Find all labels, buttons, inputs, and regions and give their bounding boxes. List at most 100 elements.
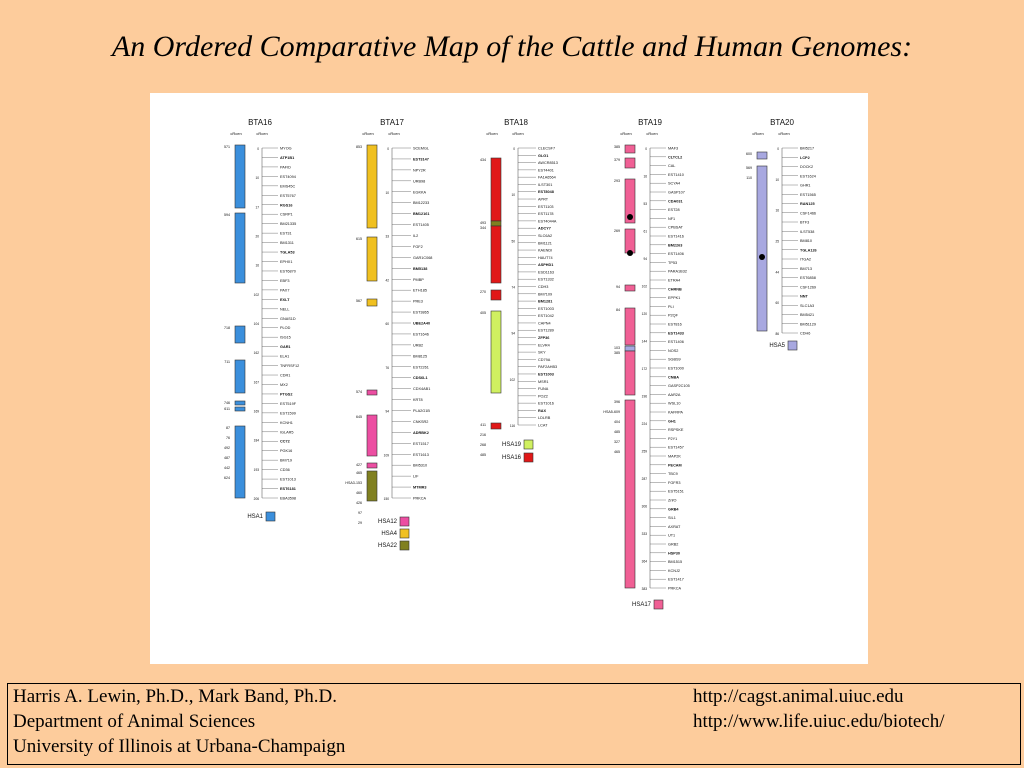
- marker-label-bta20-6: RAN125: [800, 202, 815, 206]
- marker-label-bta18-23: EST1042: [538, 314, 554, 318]
- marker-label-bta18-29: CD79A: [538, 358, 551, 362]
- marker-label-bta18-18: EST1332: [538, 278, 554, 282]
- marker-label-bta16-36: EST6181: [280, 487, 296, 491]
- right-number-bta18-2: 50: [511, 239, 515, 243]
- marker-label-bta16-4: EMS45C: [280, 184, 295, 188]
- left-number-bta16-6: 87: [226, 426, 230, 430]
- comparative-map-svg: BTA16 cRcen cRcen 571 594 718 711 746 611 87 76 492…: [224, 118, 817, 610]
- slide-title: An Ordered Comparative Map of the Cattle…: [111, 30, 913, 63]
- column-header-cmap-bta20: cRcen: [778, 131, 789, 136]
- marker-label-bta19-1: CLTCL2: [668, 155, 682, 159]
- marker-label-bta16-0: MYOG: [280, 147, 292, 151]
- right-number-bta20-4: 44: [775, 270, 779, 274]
- marker-label-bta18-22: EST1003: [538, 307, 554, 311]
- marker-label-bta19-34: EST1457: [668, 446, 684, 450]
- left-number-bta19-2: 293: [614, 179, 620, 183]
- marker-label-bta17-18: URB2: [413, 343, 423, 347]
- chromosome-title-bta18: BTA18: [504, 118, 528, 127]
- column-header-cmap-bta19: cRcen: [646, 131, 657, 136]
- chromosome-title-bta19: BTA19: [638, 118, 662, 127]
- marker-label-bta18-5: ILST301: [538, 183, 552, 187]
- left-number-bta19-10: 404: [614, 420, 620, 424]
- segment-bta18-2: [490, 225, 502, 284]
- marker-label-bta19-12: EST1406: [668, 252, 684, 256]
- marker-label-bta17-8: IL2: [413, 234, 418, 238]
- left-number-bta18-4: 405: [480, 311, 486, 315]
- marker-label-bta16-15: PAX7: [280, 288, 289, 292]
- centromere-bta19-1: [627, 250, 633, 256]
- right-number-bta17-1: 10: [385, 191, 389, 195]
- right-number-bta19-1: 16: [643, 175, 647, 179]
- left-number-bta17-5: 427: [356, 463, 362, 467]
- right-number-bta17-0: 0: [387, 147, 389, 151]
- legend-label-hsa16: HSA16: [502, 455, 522, 461]
- marker-label-bta19-18: PLI: [668, 305, 674, 309]
- marker-label-bta20-0: BM5217: [800, 147, 814, 151]
- marker-label-bta17-2: NPY2R: [413, 168, 426, 172]
- marker-label-bta20-2: DOCK2: [800, 165, 813, 169]
- marker-label-bta17-31: MTMR3: [413, 486, 427, 490]
- left-number-bta19-8: 396: [614, 400, 620, 404]
- marker-label-bta20-16: NNT: [800, 295, 808, 299]
- marker-label-bta19-30: KAFRPA: [668, 411, 683, 415]
- marker-label-bta18-7: APRT: [538, 198, 549, 202]
- right-number-bta17-7: 109: [384, 453, 390, 457]
- marker-label-bta20-11: TGLA126: [800, 248, 817, 252]
- right-number-bta17-2: 33: [385, 235, 389, 239]
- marker-label-bta19-46: HSP30: [668, 551, 680, 555]
- left-number-bta16-11: 624: [224, 476, 230, 480]
- marker-label-bta19-5: GASP107: [668, 191, 685, 195]
- marker-label-bta16-1: ATP1B1: [280, 156, 294, 160]
- marker-label-bta18-35: EST1016: [538, 402, 554, 406]
- legend-swatch-hsa5: [787, 340, 798, 351]
- marker-label-bta16-25: MX2: [280, 383, 288, 387]
- marker-label-bta20-3: EST1624: [800, 174, 816, 178]
- marker-label-bta20-17: SLC1A3: [800, 304, 814, 308]
- segment-bta18-0: [490, 157, 502, 222]
- marker-label-bta16-11: TGLA53: [280, 251, 295, 255]
- left-number-bta16-0: 571: [224, 145, 230, 149]
- left-number-bta18-0: 434: [480, 158, 486, 162]
- legend-swatch-hsa17: [653, 599, 664, 610]
- marker-label-bta17-32: PRKCA: [413, 497, 427, 501]
- marker-label-bta16-35: EST1013: [280, 478, 296, 482]
- footer-link-biotech[interactable]: http://www.life.uiuc.edu/biotech/: [693, 711, 945, 732]
- segment-bta16-6: [234, 425, 246, 499]
- marker-label-bta19-31: GH1: [668, 419, 676, 423]
- left-number-bta18-3: 270: [480, 290, 486, 294]
- marker-label-bta17-6: BM12161: [413, 212, 429, 216]
- marker-label-bta16-13: EST6870: [280, 269, 296, 273]
- left-number-bta19-6: 103: [614, 346, 620, 350]
- marker-label-bta18-6: EST8048: [538, 190, 554, 194]
- segment-bta16-3: [234, 359, 246, 394]
- marker-label-bta19-9: CPBSAT: [668, 226, 684, 230]
- segment-bta17-0: [366, 144, 378, 229]
- legend-label-hsa19: HSA19: [502, 442, 522, 448]
- marker-label-bta19-41: GRB4: [668, 507, 679, 511]
- centromere-bta20-0: [759, 254, 765, 260]
- marker-label-bta20-10: BM810: [800, 239, 812, 243]
- right-number-bta16-6: 104: [254, 322, 260, 326]
- marker-label-bta16-34: CD36: [280, 468, 290, 472]
- footer-link-cagst[interactable]: http://cagst.animal.uiuc.edu: [693, 686, 904, 707]
- right-number-bta19-10: 224: [642, 422, 648, 426]
- right-number-bta20-0: 0: [777, 147, 779, 151]
- right-number-bta19-2: 53: [643, 202, 647, 206]
- marker-label-bta17-15: EST3865: [413, 311, 429, 315]
- right-number-bta16-9: 169: [254, 410, 260, 414]
- legend-swatch-hsa22: [399, 540, 410, 551]
- marker-label-bta19-40: ZnfO: [668, 499, 676, 503]
- column-header-crad-bta16: cRcen: [230, 131, 241, 136]
- marker-label-bta19-50: PRKCA: [668, 587, 682, 591]
- marker-label-bta19-15: ETRA4: [668, 279, 680, 283]
- column-header-cmap-bta18: cRcen: [512, 131, 523, 136]
- left-number-bta20-1: 569: [746, 166, 752, 170]
- marker-label-bta17-21: CDS6L1: [413, 376, 428, 380]
- footer-credits: Harris A. Lewin, Ph.D., Mark Band, Ph.D.…: [7, 683, 1021, 765]
- marker-label-bta17-28: EST1613: [413, 453, 429, 457]
- segment-bta20-0: [756, 151, 768, 160]
- segment-bta17-5: [366, 462, 378, 469]
- marker-label-bta19-39: EST5151: [668, 490, 684, 494]
- segment-bta17-2: [366, 298, 378, 307]
- marker-label-bta19-6: CDA031: [668, 199, 683, 203]
